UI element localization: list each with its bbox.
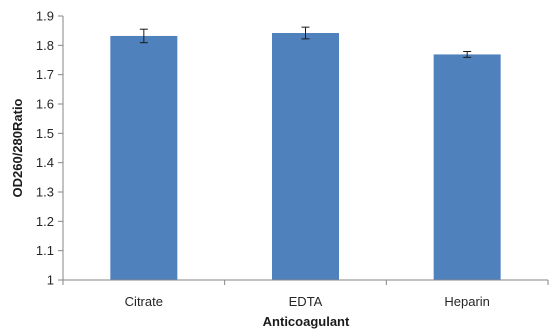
y-tick-label: 1.2 — [36, 214, 54, 229]
x-axis-ticks: Citrate EDTA Heparin — [62, 280, 549, 309]
y-tick-label: 1 — [47, 273, 54, 288]
y-tick-label: 1.1 — [36, 243, 54, 258]
bar-edta — [272, 33, 339, 280]
x-category-label: Heparin — [444, 294, 490, 309]
bar-heparin — [433, 54, 501, 280]
x-axis-title: Anticoagulant — [263, 314, 350, 329]
y-tick-label: 1.6 — [36, 97, 54, 112]
y-tick-label: 1.3 — [36, 185, 54, 200]
y-tick-label: 1.7 — [36, 67, 54, 82]
y-tick-label: 1.4 — [36, 155, 54, 170]
bar-citrate — [110, 35, 178, 280]
y-axis-ticks: 1 1.1 1.2 1.3 1.4 1.5 1.6 1.7 1.8 1.9 — [36, 9, 63, 288]
y-tick-label: 1.8 — [36, 38, 54, 53]
bars — [110, 33, 501, 280]
axes — [62, 16, 548, 281]
y-tick-label: 1.9 — [36, 9, 54, 24]
error-bars — [139, 26, 472, 58]
x-category-label: EDTA — [289, 294, 323, 309]
y-tick-label: 1.5 — [36, 126, 54, 141]
x-category-label: Citrate — [125, 294, 163, 309]
y-axis-title: OD260/280Ratio — [10, 98, 25, 197]
